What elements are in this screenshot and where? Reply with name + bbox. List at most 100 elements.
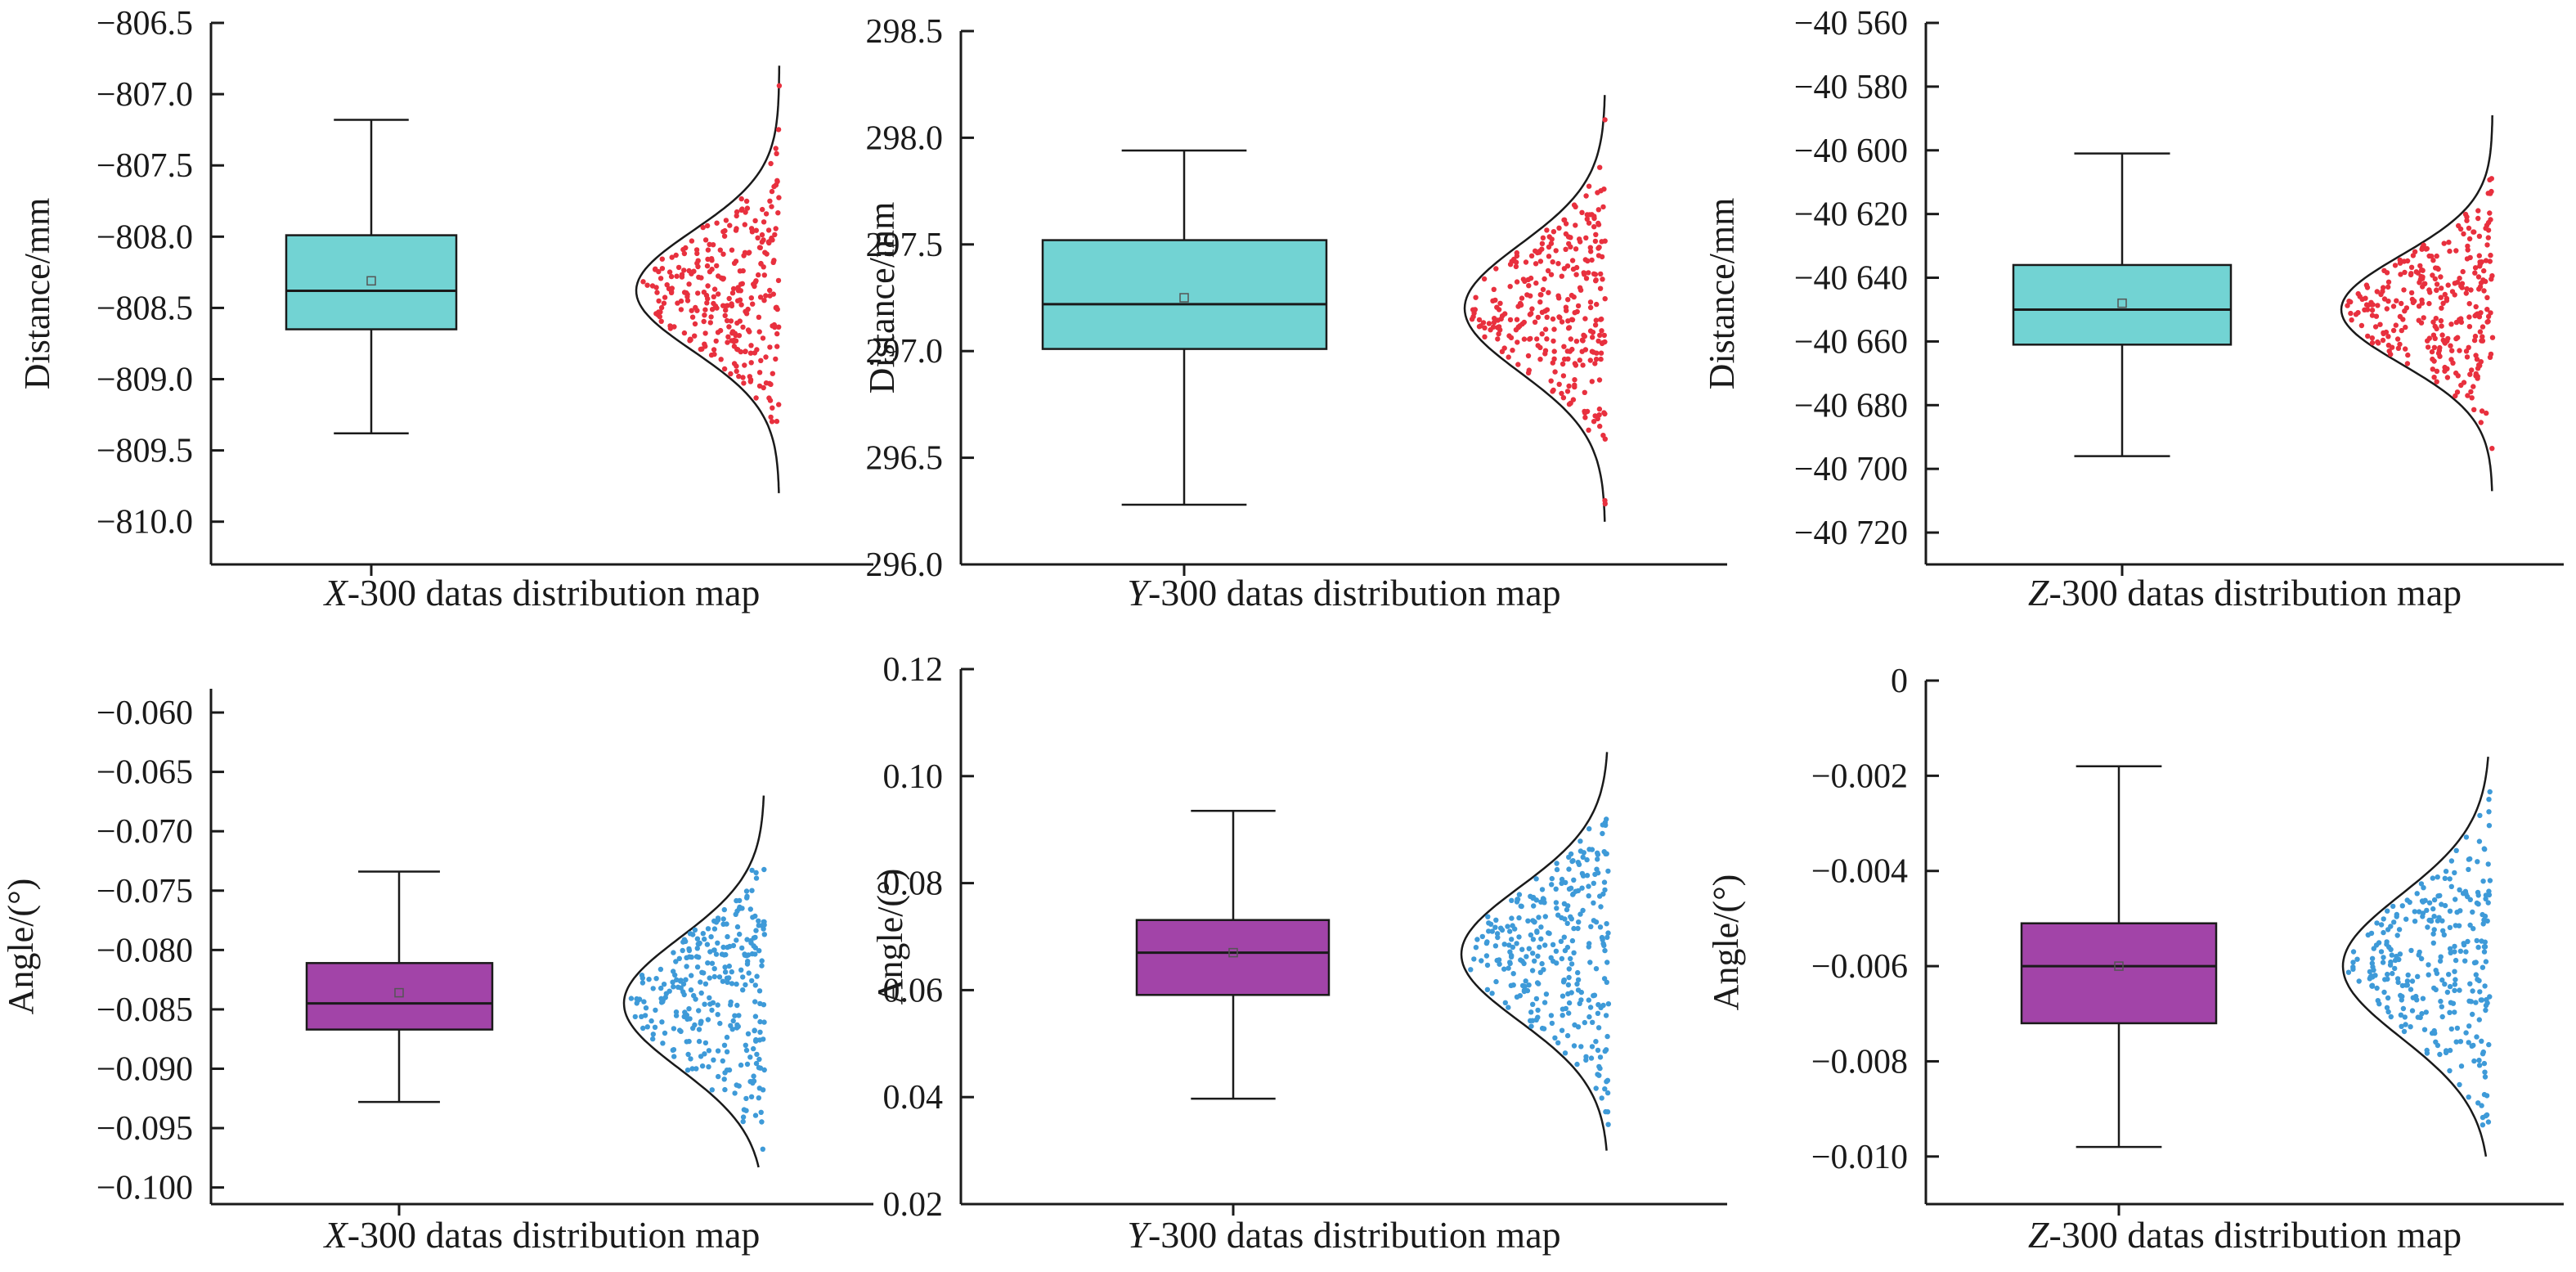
data-point [1602, 947, 1608, 954]
data-point [1560, 361, 1566, 367]
data-point [1583, 1054, 1589, 1060]
data-point [2375, 303, 2381, 308]
data-point [1483, 940, 1490, 946]
data-point [683, 977, 689, 982]
data-point [709, 960, 716, 966]
data-point [2482, 847, 2488, 852]
y-tick-label: −40 720 [1794, 515, 1908, 552]
data-point [2364, 307, 2371, 312]
y-tick-label: −40 620 [1794, 196, 1908, 234]
data-point [650, 1036, 656, 1042]
data-point [767, 344, 773, 350]
data-point [1579, 885, 1585, 891]
data-point [707, 269, 713, 275]
data-point [1564, 920, 1570, 927]
data-point [2478, 997, 2484, 1003]
data-point [1574, 981, 1580, 987]
data-point [641, 999, 647, 1005]
data-point [714, 305, 720, 311]
data-point [717, 247, 723, 253]
data-point [2346, 299, 2352, 304]
data-point [756, 988, 763, 994]
data-point [684, 1039, 689, 1045]
data-point [1545, 267, 1551, 274]
data-point [1576, 861, 1582, 868]
data-point [1516, 934, 1522, 940]
data-point [2430, 931, 2436, 937]
data-point [2401, 1028, 2408, 1035]
data-point [2398, 272, 2403, 277]
data-point [1565, 318, 1571, 324]
data-point [707, 949, 713, 955]
data-point [1473, 945, 1479, 951]
chart-panel-1: −806.5 −807.0 −807.5 −808.0 −808.5 −809.0 −809… [17, 5, 873, 614]
data-point [749, 867, 755, 874]
y-tick-label: −809.5 [96, 433, 193, 470]
data-point [2471, 407, 2477, 412]
data-point [698, 1018, 704, 1024]
x-axis-label: Z-300 datas distribution map [2028, 1214, 2462, 1256]
data-point [1552, 369, 1558, 375]
data-point [2439, 901, 2444, 907]
data-point [1548, 240, 1555, 246]
data-point [774, 178, 780, 183]
data-point [1551, 356, 1557, 362]
data-point [2421, 315, 2426, 321]
data-point [1559, 876, 1565, 883]
data-point [752, 279, 758, 285]
data-point [1539, 309, 1546, 315]
data-point [708, 314, 714, 320]
x-axis-label: X-300 datas distribution map [323, 572, 761, 614]
data-point [2438, 317, 2444, 324]
data-point [681, 267, 687, 273]
data-point [1582, 333, 1588, 339]
data-point [756, 272, 761, 278]
data-point [1549, 1020, 1555, 1027]
data-point [1597, 924, 1604, 930]
data-point [1489, 928, 1496, 934]
data-point [705, 283, 711, 289]
data-point [2414, 997, 2420, 1003]
data-point [1555, 1040, 1561, 1046]
data-point [680, 246, 686, 253]
data-point [770, 237, 775, 243]
data-point [2447, 908, 2453, 915]
data-point [1573, 264, 1580, 271]
data-point [1515, 362, 1521, 367]
data-point [1546, 290, 1551, 295]
data-point [2465, 243, 2471, 249]
data-point [1542, 326, 1549, 332]
data-point [752, 218, 758, 223]
data-point [730, 942, 737, 949]
data-point [1601, 332, 1608, 339]
data-point [657, 276, 664, 281]
data-point [755, 235, 761, 240]
data-point [1568, 914, 1573, 920]
data-point [2417, 263, 2423, 269]
data-point [706, 1064, 711, 1070]
data-point [1600, 937, 1605, 943]
y-tick-label: 0.08 [883, 865, 944, 903]
data-point [2467, 981, 2473, 987]
data-point [2453, 319, 2460, 326]
data-point [2431, 897, 2438, 903]
data-point [2444, 375, 2451, 380]
data-point [2464, 218, 2470, 223]
data-point [2438, 954, 2444, 960]
data-point [2462, 211, 2469, 218]
data-point [2464, 285, 2470, 292]
data-point [741, 1107, 747, 1112]
data-point [734, 1002, 740, 1009]
data-point [2488, 188, 2494, 195]
data-point [701, 290, 707, 295]
data-point [710, 1000, 716, 1006]
data-point [747, 379, 753, 384]
data-point [2442, 291, 2448, 298]
data-point [1592, 322, 1599, 328]
data-point [743, 348, 748, 354]
data-point [2480, 1114, 2486, 1121]
data-point [1533, 996, 1540, 1002]
data-point [1598, 317, 1604, 322]
data-point [715, 1002, 720, 1008]
data-point [1516, 892, 1523, 897]
